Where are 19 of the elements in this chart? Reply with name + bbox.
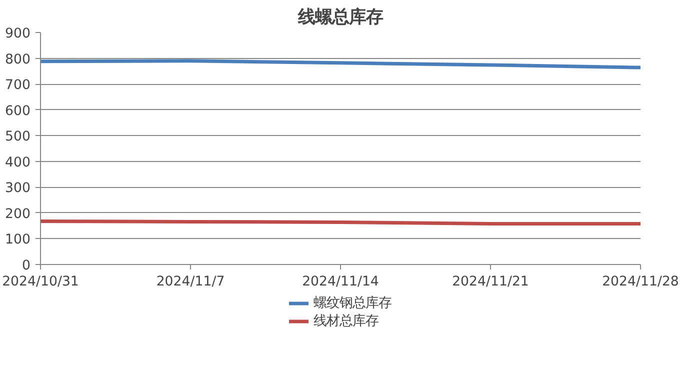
x-tick-label: 2024/11/28 bbox=[602, 274, 679, 290]
x-tick-label: 2024/11/21 bbox=[452, 274, 529, 290]
chart-title: 线螺总库存 bbox=[297, 8, 383, 28]
legend-label: 线材总库存 bbox=[314, 312, 378, 330]
x-tick-label: 2024/10/31 bbox=[2, 274, 79, 290]
y-tick-label: 700 bbox=[5, 78, 31, 94]
y-tick-label: 500 bbox=[5, 130, 31, 145]
y-tick-label: 100 bbox=[5, 232, 31, 248]
y-tick-label: 300 bbox=[5, 181, 31, 196]
y-tick-label: 600 bbox=[5, 104, 31, 119]
line-series bbox=[40, 59, 640, 70]
y-tick-label: 900 bbox=[5, 26, 31, 42]
x-tick-label: 2024/11/14 bbox=[302, 274, 379, 290]
legend-label: 螺纹钢总库存 bbox=[314, 294, 392, 312]
y-tick-label: 200 bbox=[5, 206, 31, 222]
x-tick-label: 2024/11/7 bbox=[156, 274, 225, 290]
y-tick-label: 0 bbox=[22, 258, 31, 274]
y-tick-label: 800 bbox=[5, 52, 31, 68]
y-tick-label: 400 bbox=[5, 155, 31, 170]
